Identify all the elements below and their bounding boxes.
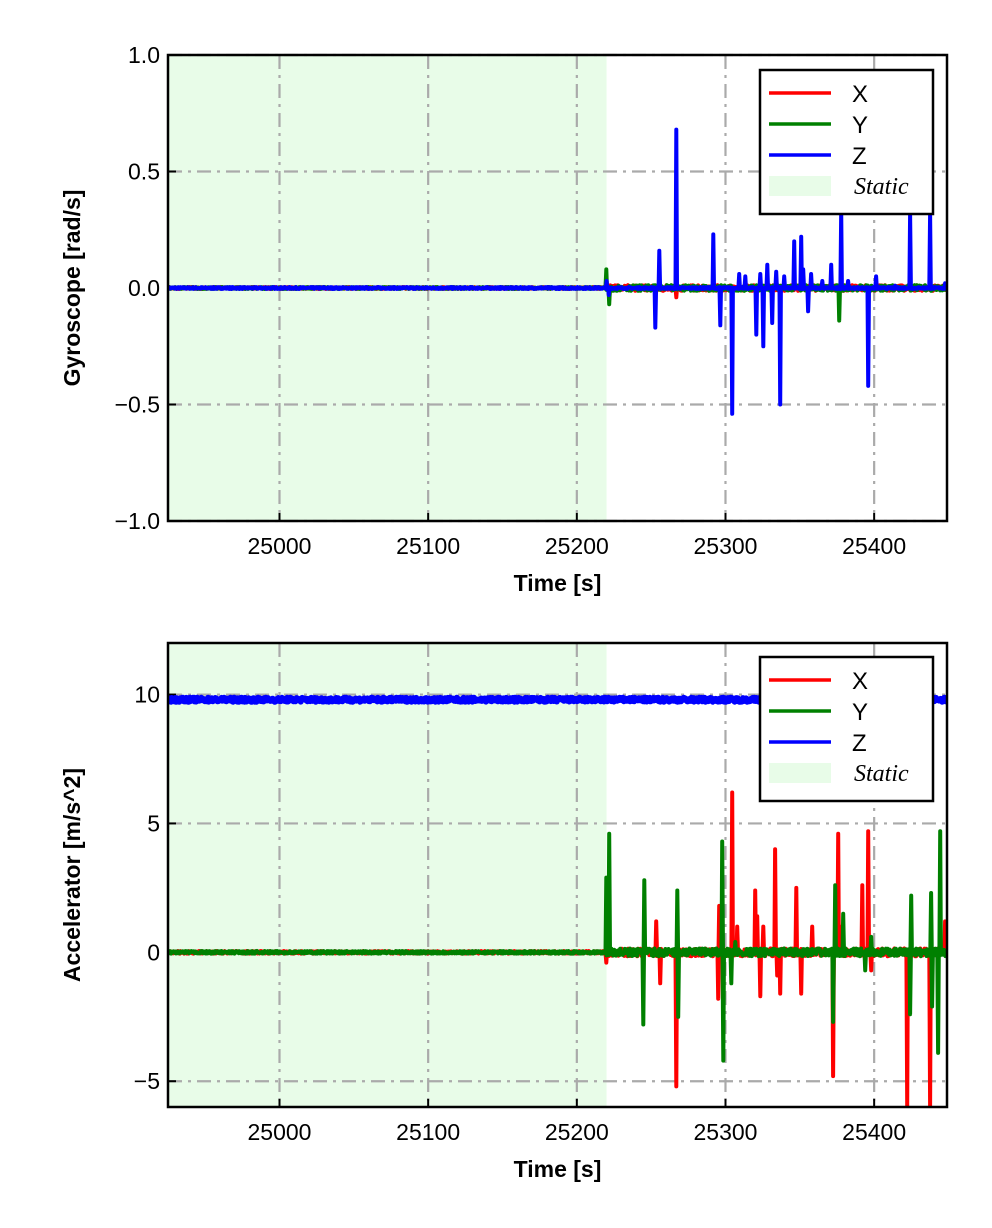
y-tick-label: 1.0 bbox=[128, 42, 160, 68]
y-axis-label: Gyroscope [rad/s] bbox=[59, 190, 85, 387]
series-line-y bbox=[168, 829, 947, 1063]
y-tick-label: 0.5 bbox=[128, 159, 160, 185]
y-tick-label: −1.0 bbox=[115, 508, 160, 534]
legend-label-z: Z bbox=[852, 730, 867, 757]
y-tick-label: 5 bbox=[147, 810, 160, 836]
x-tick-label: 25000 bbox=[248, 1119, 312, 1145]
x-axis-label: Time [s] bbox=[514, 570, 602, 596]
series-line-z bbox=[168, 127, 947, 416]
legend-label-z: Z bbox=[852, 143, 867, 170]
x-tick-label: 25200 bbox=[545, 533, 609, 559]
legend-label-x: X bbox=[852, 668, 868, 695]
x-tick-label: 25400 bbox=[842, 1119, 906, 1145]
x-tick-label: 25100 bbox=[396, 1119, 460, 1145]
y-axis-label: Accelerator [m/s^2] bbox=[59, 768, 85, 982]
y-tick-label: 10 bbox=[134, 682, 160, 708]
x-tick-label: 25000 bbox=[248, 533, 312, 559]
legend-label-y: Y bbox=[852, 112, 868, 139]
gyroscope-plot: 25000 25100 25200 25300 25400 1.0 0.5 0.0 −0.5 −1… bbox=[59, 42, 949, 596]
legend: XYZ Static bbox=[758, 68, 935, 216]
x-tick-label: 25100 bbox=[396, 533, 460, 559]
plot-frame bbox=[166, 53, 949, 523]
legend-swatch-static bbox=[769, 176, 831, 196]
y-tick-label: −5 bbox=[134, 1068, 160, 1094]
x-tick-label: 25200 bbox=[545, 1119, 609, 1145]
legend-label-y: Y bbox=[852, 699, 868, 726]
legend-swatch-static bbox=[769, 763, 831, 783]
y-tick-label: −0.5 bbox=[115, 392, 160, 418]
plot-frame bbox=[166, 641, 949, 1109]
legend-label-static: Static bbox=[854, 174, 909, 200]
static-region bbox=[168, 643, 607, 1107]
x-axis-label: Time [s] bbox=[514, 1156, 602, 1182]
x-tick-label: 25400 bbox=[842, 533, 906, 559]
series-group bbox=[168, 127, 947, 416]
x-tick-label: 25300 bbox=[694, 1119, 758, 1145]
legend-label-static: Static bbox=[854, 761, 909, 787]
y-tick-label: 0.0 bbox=[128, 275, 160, 301]
legend-label-x: X bbox=[852, 81, 868, 108]
y-tick-label: 0 bbox=[147, 939, 160, 965]
legend: XYZ Static bbox=[758, 655, 935, 803]
x-tick-label: 25300 bbox=[694, 533, 758, 559]
accelerator-plot: 25000 25100 25200 25300 25400 10 5 0 −5 Time [s] A… bbox=[59, 641, 949, 1182]
